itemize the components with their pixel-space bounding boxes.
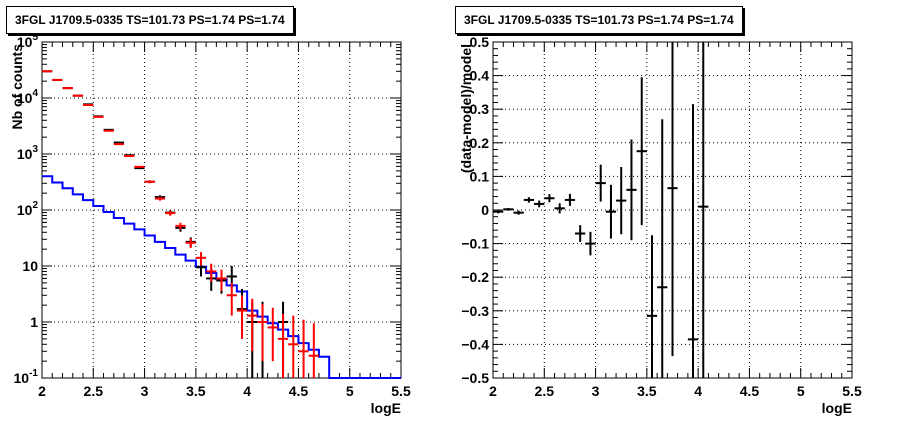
right-y-tick-label: −0.4 xyxy=(461,336,489,352)
left-x-tick-label: 4.5 xyxy=(289,383,309,399)
left-y-tick-label: 104 xyxy=(17,88,39,106)
left-x-tick-label: 5 xyxy=(346,383,354,399)
left-x-tick-label: 2 xyxy=(38,383,46,399)
right-x-tick-label: 5 xyxy=(797,383,805,399)
left-plot-frame xyxy=(41,41,402,379)
left-y-tick-label: 1 xyxy=(30,314,38,330)
left-x-tick-label: 3.5 xyxy=(186,383,206,399)
right-y-tick-label: 0.4 xyxy=(470,68,490,84)
right-x-tick-label: 5.5 xyxy=(842,383,862,399)
left-x-axis-label: logE xyxy=(371,400,401,416)
left-x-tick-label: 5.5 xyxy=(391,383,411,399)
left-chart-title: 3FGL J1709.5-0335 TS=101.73 PS=1.74 PS=1… xyxy=(6,6,294,34)
right-y-tick-label: −0.5 xyxy=(461,370,489,386)
right-y-tick-label: 0.5 xyxy=(470,34,490,50)
right-x-tick-label: 3.5 xyxy=(637,383,657,399)
left-y-tick-label: 10 xyxy=(22,258,38,274)
left-y-tick-label: 10-1 xyxy=(14,368,39,386)
right-chart-title: 3FGL J1709.5-0335 TS=101.73 PS=1.74 PS=1… xyxy=(455,6,743,34)
left-y-tick-label: 102 xyxy=(17,200,39,218)
left-x-tick-label: 3 xyxy=(141,383,149,399)
right-y-tick-label: 0.3 xyxy=(470,101,490,117)
right-x-tick-label: 2.5 xyxy=(535,383,555,399)
left-y-axis-label: Nb of counts xyxy=(9,44,25,130)
right-y-tick-label: −0.3 xyxy=(461,303,489,319)
right-y-tick-label: 0.2 xyxy=(470,135,490,151)
left-x-tick-label: 4 xyxy=(243,383,251,399)
left-y-tick-label: 103 xyxy=(17,144,39,162)
right-y-tick-label: −0.1 xyxy=(461,236,489,252)
right-y-tick-label: 0.1 xyxy=(470,168,490,184)
right-x-tick-label: 4.5 xyxy=(740,383,760,399)
right-y-axis-label: (data-model)/model xyxy=(458,44,474,173)
right-x-axis-label: logE xyxy=(822,400,852,416)
right-y-tick-label: 0 xyxy=(481,202,489,218)
right-x-tick-label: 2 xyxy=(489,383,497,399)
right-x-tick-label: 3 xyxy=(592,383,600,399)
left-x-tick-label: 2.5 xyxy=(84,383,104,399)
left-y-tick-label: 105 xyxy=(17,32,39,50)
right-x-tick-label: 4 xyxy=(694,383,702,399)
right-y-tick-label: −0.2 xyxy=(461,269,489,285)
